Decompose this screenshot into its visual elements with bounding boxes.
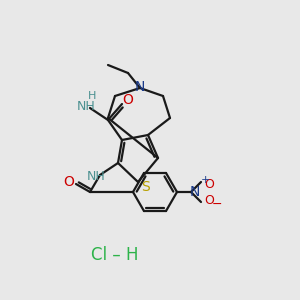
Text: N: N: [135, 80, 145, 94]
Text: NH: NH: [87, 170, 105, 184]
Text: Cl – H: Cl – H: [91, 246, 139, 264]
Text: O: O: [123, 93, 134, 107]
Text: O: O: [204, 194, 214, 206]
Text: S: S: [141, 180, 149, 194]
Text: −: −: [212, 197, 222, 211]
Text: H: H: [88, 91, 96, 101]
Text: O: O: [64, 175, 74, 189]
Text: O: O: [204, 178, 214, 190]
Text: +: +: [200, 175, 210, 185]
Text: NH: NH: [76, 100, 95, 112]
Text: N: N: [190, 185, 200, 199]
